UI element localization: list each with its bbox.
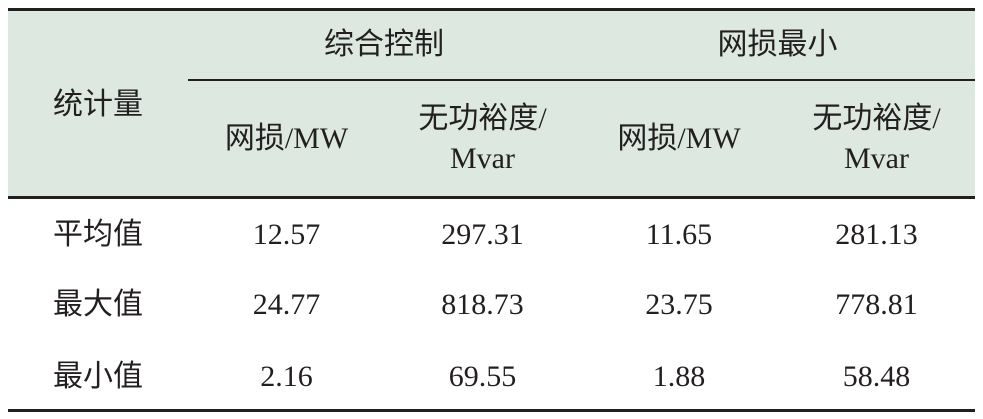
header-line: 网损/MW bbox=[224, 121, 349, 155]
group-header: 网损最小 bbox=[717, 27, 838, 61]
data-cell: 778.81 bbox=[835, 288, 918, 321]
row-label-header: 统计量 bbox=[53, 88, 143, 121]
data-cell: 24.77 bbox=[252, 288, 321, 321]
row-label: 最小值 bbox=[53, 360, 143, 393]
column-header: 无功裕度/Mvar bbox=[778, 81, 975, 196]
row-label: 平均值 bbox=[53, 218, 143, 251]
top-rule bbox=[8, 8, 975, 11]
data-cell: 1.88 bbox=[652, 360, 706, 393]
data-cell: 12.57 bbox=[252, 218, 321, 251]
data-cell: 23.75 bbox=[645, 288, 713, 321]
header-background bbox=[8, 10, 975, 197]
header-line: Mvar bbox=[844, 141, 909, 175]
data-cell: 281.13 bbox=[835, 218, 918, 251]
column-header: 无功裕度/Mvar bbox=[385, 81, 580, 196]
group-rule bbox=[188, 79, 975, 81]
header-rule bbox=[8, 196, 975, 199]
data-cell: 69.55 bbox=[448, 360, 517, 393]
data-cell: 2.16 bbox=[260, 360, 313, 393]
data-cell: 11.65 bbox=[645, 218, 713, 251]
data-cell: 58.48 bbox=[842, 360, 911, 393]
column-header: 网损/MW bbox=[580, 81, 778, 196]
group-header: 综合控制 bbox=[324, 27, 444, 61]
column-header: 网损/MW bbox=[188, 81, 385, 196]
header-line: 网损/MW bbox=[617, 121, 741, 155]
row-label: 最大值 bbox=[53, 288, 143, 321]
bottom-rule bbox=[8, 409, 975, 412]
header-line: 无功裕度/ bbox=[812, 101, 941, 135]
header-line: 无功裕度/ bbox=[418, 101, 547, 135]
data-cell: 818.73 bbox=[441, 288, 524, 321]
header-line: Mvar bbox=[450, 141, 515, 175]
data-cell: 297.31 bbox=[441, 218, 524, 251]
